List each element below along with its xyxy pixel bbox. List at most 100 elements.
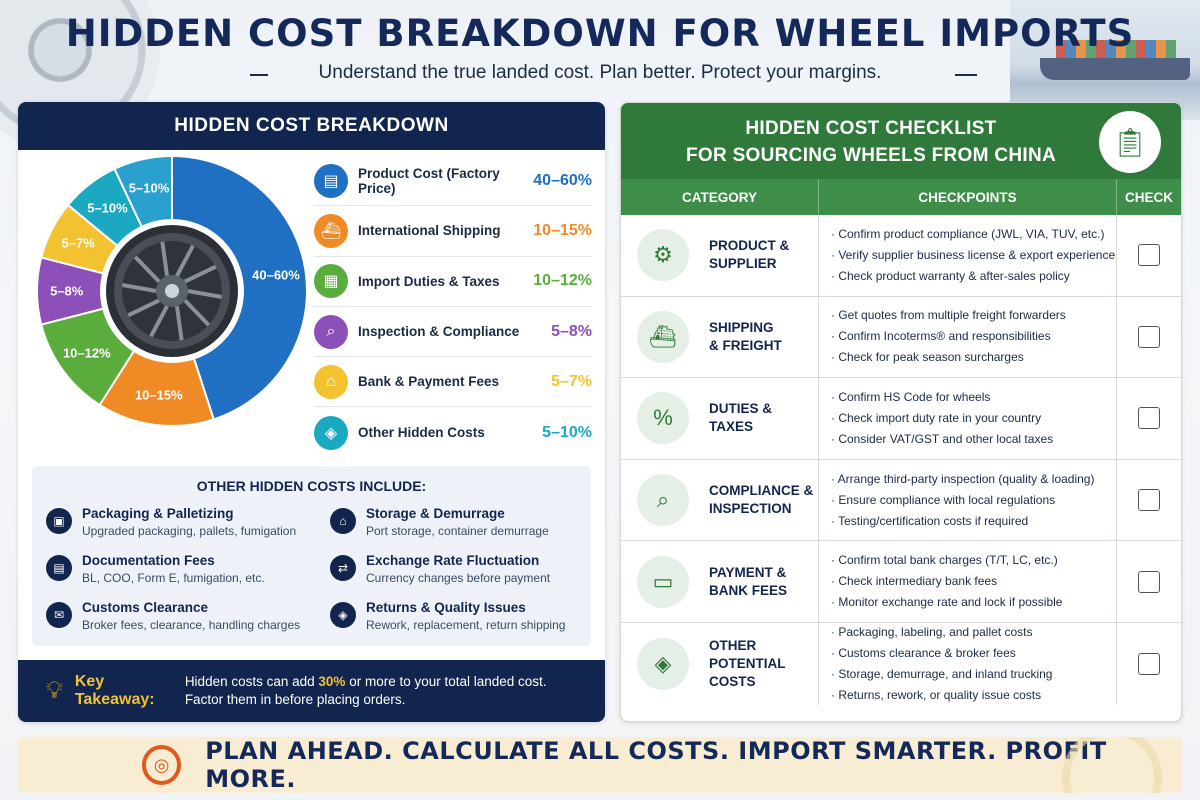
- check-checkbox[interactable]: [1138, 325, 1160, 348]
- checkpoint-item: · Confirm total bank charges (T/T, LC, e…: [831, 553, 1058, 568]
- pie-slice-label: 10–15%: [134, 387, 183, 403]
- ship-icon: ⛴: [314, 213, 348, 248]
- page-title: HIDDEN COST BREAKDOWN FOR WHEEL IMPORTS: [65, 12, 1135, 55]
- wheel-spoke: [175, 244, 195, 277]
- legend-row: ▦ Import Duties & Taxes 10–12%: [314, 257, 592, 307]
- other-cost-item: ◈ Returns & Quality Issues Rework, replace…: [330, 600, 595, 632]
- page-subtitle: Understand the true landed cost. Plan be…: [318, 62, 882, 83]
- other-cost-item: ⌂ Storage & Demurrage Port storage, contai…: [330, 506, 595, 538]
- wheel-spoke: [183, 299, 211, 327]
- checkpoint-item: · Confirm product compliance (JWL, VIA, …: [831, 226, 1105, 241]
- category-name: PRODUCT & SUPPLIER: [709, 238, 790, 272]
- column-header-checkpoints: CHECKPOINTS: [819, 179, 1117, 215]
- legend-value: 10–12%: [533, 272, 592, 290]
- header: HIDDEN COST BREAKDOWN FOR WHEEL IMPORTS …: [0, 0, 1200, 150]
- return-box-icon: ◈: [330, 602, 356, 628]
- category-name: DUTIES & TAXES: [709, 401, 773, 435]
- other-cost-desc: Rework, replacement, return shipping: [366, 618, 566, 632]
- check-checkbox[interactable]: [1138, 652, 1160, 675]
- exchange-icon: ⇄: [330, 555, 356, 581]
- column-header-check: CHECK: [1124, 189, 1173, 205]
- invoice-icon: ▤: [314, 163, 348, 198]
- legend-row: ▤ Product Cost (Factory Price) 40–60%: [314, 156, 592, 207]
- wheel-spoke: [127, 298, 160, 318]
- wheel-ring: [165, 284, 179, 298]
- warehouse-icon: ⌂: [330, 508, 356, 534]
- pallet-icon: ▣: [46, 508, 72, 534]
- takeaway-label: Key Takeaway:: [74, 673, 155, 708]
- checkpoint-item: · Storage, demurrage, and inland truckin…: [831, 666, 1053, 681]
- bank-icon: ⌂: [314, 364, 348, 399]
- magnifier-icon: ⌕: [314, 314, 348, 349]
- other-cost-title: Packaging & Palletizing: [82, 506, 234, 521]
- footer-slogan: PLAN AHEAD. CALCULATE ALL COSTS. IMPORT …: [205, 737, 1107, 793]
- checkpoint-item: · Packaging, labeling, and pallet costs: [831, 624, 1033, 639]
- cost-pie-chart: 40–60% 10–15% 10–12% 5–8% 5–7% 5–10% 5–10%: [32, 146, 312, 436]
- gear-icon: ⚙: [637, 229, 689, 282]
- checkpoint-item: · Confirm Incoterms® and responsibilitie…: [831, 329, 1051, 344]
- legend-row: ⌕ Inspection & Compliance 5–8%: [314, 307, 592, 358]
- legend-row: ⌂ Bank & Payment Fees 5–7%: [314, 357, 592, 408]
- box-icon: ◈: [637, 637, 689, 690]
- checklist-table-header: CATEGORY CHECKPOINTS CHECK: [621, 179, 1181, 215]
- wheel-spoke: [187, 289, 222, 299]
- legend-label: Inspection & Compliance: [358, 324, 520, 340]
- legend-label: Import Duties & Taxes: [358, 273, 500, 289]
- subtitle-rule-right: [955, 74, 977, 76]
- other-cost-item: ⇄ Exchange Rate Fluctuation Currency chang…: [330, 553, 595, 585]
- checkpoint-item: · Testing/certification costs if require…: [831, 513, 1029, 528]
- checklist-row: ⌕ COMPLIANCE & INSPECTION · Arrange third-…: [621, 459, 1181, 542]
- checkpoint-item: · Customs clearance & broker fees: [831, 645, 1016, 660]
- legend-row: ⛴ International Shipping 10–15%: [314, 206, 592, 257]
- key-takeaway: 💡︎ Key Takeaway: Hidden costs can add 30…: [18, 660, 605, 722]
- wheel-spoke: [160, 241, 170, 277]
- other-cost-title: Storage & Demurrage: [366, 506, 505, 521]
- other-cost-desc: Currency changes before payment: [366, 571, 551, 585]
- checkpoint-item: · Get quotes from multiple freight forwa…: [831, 308, 1066, 323]
- checkpoint-item: · Verify supplier business license & exp…: [831, 247, 1116, 262]
- ship-icon: ⛴: [637, 310, 689, 363]
- other-cost-desc: Broker fees, clearance, handling charges: [82, 618, 301, 632]
- check-checkbox[interactable]: [1138, 570, 1160, 593]
- checklist-table-body: ⚙ PRODUCT & SUPPLIER · Confirm product com…: [621, 215, 1181, 705]
- check-checkbox[interactable]: [1138, 489, 1160, 512]
- other-cost-item: ✉ Customs Clearance Broker fees, clearance…: [46, 600, 311, 632]
- legend-label: Bank & Payment Fees: [358, 374, 500, 390]
- customs-icon: ✉: [46, 602, 72, 628]
- other-cost-title: Exchange Rate Fluctuation: [366, 553, 540, 568]
- legend-row: ◈ Other Hidden Costs 5–10%: [314, 407, 592, 457]
- column-header-category: CATEGORY: [621, 179, 819, 215]
- document-icon: ▦: [314, 264, 348, 299]
- footer-banner: ◎ PLAN AHEAD. CALCULATE ALL COSTS. IMPOR…: [18, 737, 1182, 793]
- documents-icon: ▤: [46, 555, 72, 581]
- category-name: SHIPPING & FREIGHT: [709, 319, 782, 353]
- check-checkbox[interactable]: [1138, 244, 1160, 267]
- checkpoint-item: · Confirm HS Code for wheels: [831, 389, 991, 404]
- other-cost-item: ▤ Documentation Fees BL, COO, Form E, fumi…: [46, 553, 311, 585]
- takeaway-text: Hidden costs can add 30% or more to your…: [184, 674, 547, 707]
- checklist-row: ◈ OTHER POTENTIAL COSTS · Packaging, label…: [621, 622, 1181, 705]
- other-costs-heading: OTHER HIDDEN COSTS INCLUDE:: [196, 478, 427, 494]
- wheel-spoke: [133, 255, 161, 283]
- other-cost-title: Returns & Quality Issues: [366, 600, 526, 615]
- pie-slice-label: 10–12%: [62, 345, 111, 361]
- checklist-row: ⛴ SHIPPING & FREIGHT · Get quotes from mul…: [621, 296, 1181, 379]
- checkpoint-item: · Returns, rework, or quality issue cost…: [831, 687, 1042, 702]
- checkpoint-item: · Check import duty rate in your country: [831, 410, 1042, 425]
- other-cost-title: Documentation Fees: [82, 553, 215, 568]
- other-cost-title: Customs Clearance: [82, 600, 209, 615]
- legend-label: International Shipping: [358, 223, 501, 239]
- legend-value: 5–7%: [551, 372, 592, 390]
- checklist-title: HIDDEN COST CHECKLIST FOR SOURCING WHEEL…: [686, 118, 1056, 166]
- target-icon: ◎: [142, 745, 182, 785]
- checklist-row: ⚙ PRODUCT & SUPPLIER · Confirm product com…: [621, 215, 1181, 297]
- checkpoint-item: · Consider VAT/GST and other local taxes: [831, 431, 1054, 446]
- wheel-spoke: [174, 305, 184, 341]
- other-cost-desc: Port storage, container demurrage: [366, 524, 549, 538]
- check-checkbox[interactable]: [1138, 407, 1160, 430]
- legend-label: Other Hidden Costs: [358, 425, 485, 441]
- legend-value: 5–10%: [542, 423, 592, 441]
- pie-slice-label: 5–7%: [61, 235, 95, 251]
- pie-slice-label: 5–10%: [87, 200, 128, 216]
- checkpoint-item: · Ensure compliance with local regulatio…: [831, 492, 1056, 507]
